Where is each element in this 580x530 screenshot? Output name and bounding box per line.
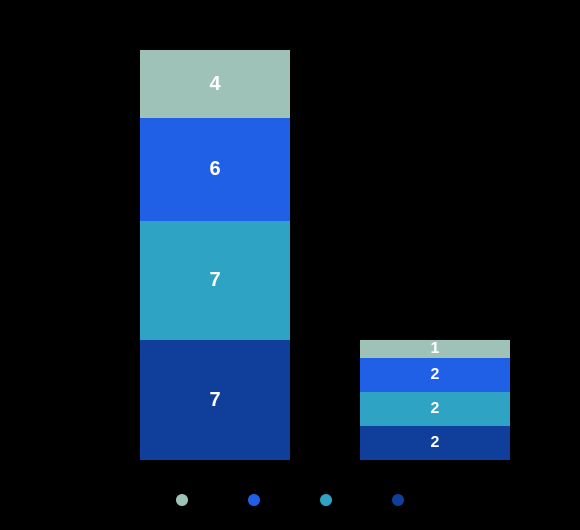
bar-1-seg-0: 2 bbox=[360, 426, 510, 460]
legend-item-0 bbox=[176, 494, 188, 506]
bar-0-seg-2-value: 6 bbox=[209, 158, 220, 181]
bar-0-seg-3: 4 bbox=[140, 50, 290, 118]
legend-item-3 bbox=[392, 494, 404, 506]
bar-0-seg-1-value: 7 bbox=[209, 269, 220, 292]
bar-1-seg-1: 2 bbox=[360, 392, 510, 426]
stacked-bar-chart: 7 7 6 4 2 2 2 1 bbox=[0, 0, 580, 530]
bar-1-seg-2-value: 2 bbox=[431, 366, 440, 384]
legend-item-1 bbox=[248, 494, 260, 506]
plot-area: 7 7 6 4 2 2 2 1 bbox=[100, 50, 520, 460]
legend-swatch-2 bbox=[320, 494, 332, 506]
bar-1-seg-3: 1 bbox=[360, 340, 510, 357]
legend bbox=[0, 480, 580, 520]
bar-1-seg-1-value: 2 bbox=[431, 400, 440, 418]
bar-0-seg-3-value: 4 bbox=[209, 73, 220, 96]
bar-0-seg-1: 7 bbox=[140, 221, 290, 341]
legend-item-2 bbox=[320, 494, 332, 506]
bar-0-seg-0-value: 7 bbox=[209, 389, 220, 412]
bar-0-seg-0: 7 bbox=[140, 340, 290, 460]
legend-swatch-1 bbox=[248, 494, 260, 506]
bar-0: 7 7 6 4 bbox=[140, 50, 290, 460]
bar-1-seg-0-value: 2 bbox=[431, 434, 440, 452]
bar-1-seg-3-value: 1 bbox=[431, 340, 440, 358]
legend-swatch-0 bbox=[176, 494, 188, 506]
bar-0-seg-2: 6 bbox=[140, 118, 290, 221]
bar-1: 2 2 2 1 bbox=[360, 340, 510, 460]
legend-swatch-3 bbox=[392, 494, 404, 506]
bar-1-seg-2: 2 bbox=[360, 358, 510, 392]
